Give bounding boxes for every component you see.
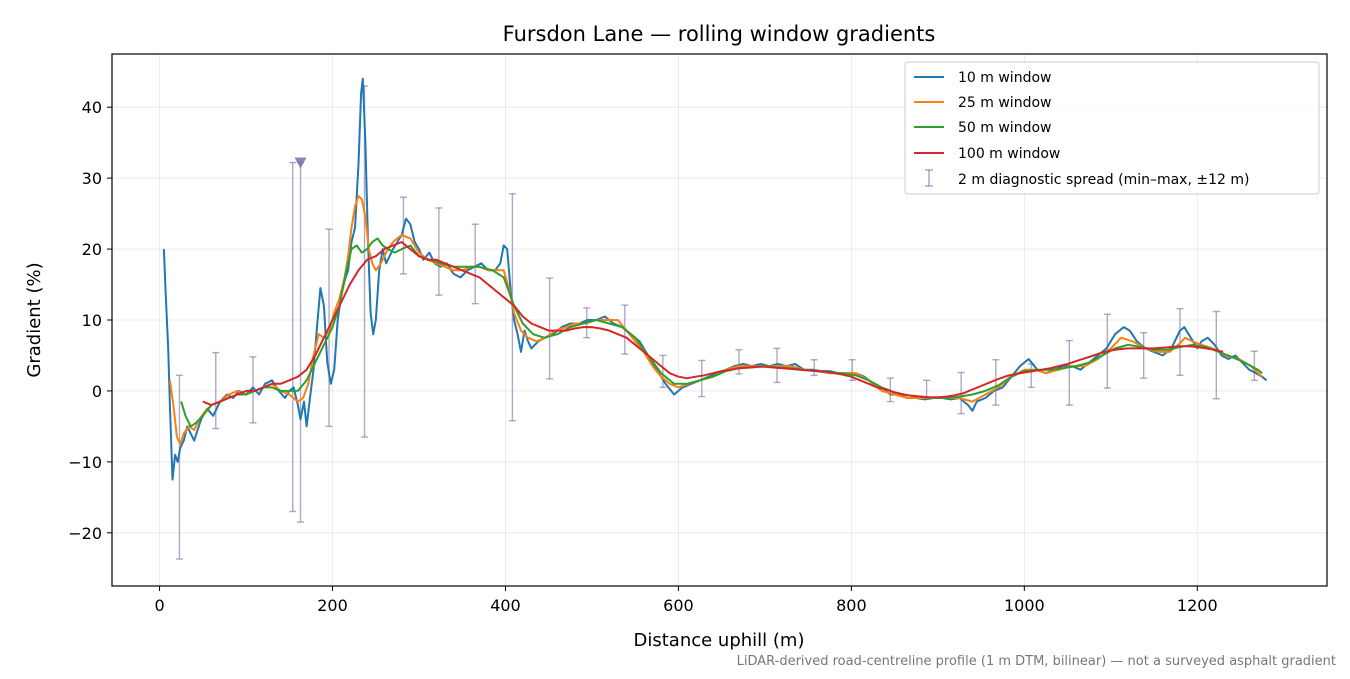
legend-box	[904, 61, 1320, 195]
legend: 10 m window 25 m window 50 m window 100 …	[904, 61, 1320, 195]
capped-spread-marker	[294, 157, 307, 169]
spread-bar	[289, 161, 297, 513]
spread-bar	[735, 349, 743, 375]
footnote: LiDAR-derived road-centreline profile (1…	[737, 654, 1336, 669]
y-tick-label: −20	[68, 524, 102, 543]
spread-bar	[471, 223, 479, 305]
spread-bar	[923, 379, 931, 399]
x-tick-label: 600	[663, 596, 694, 615]
legend-label-spread: 2 m diagnostic spread (min–max, ±12 m)	[958, 172, 1249, 188]
series-line-100m	[202, 241, 1224, 407]
x-tick-label: 800	[836, 596, 867, 615]
y-tick-label: 20	[82, 240, 102, 259]
x-axis-label: Distance uphill (m)	[634, 630, 805, 651]
y-axis-label: Gradient (%)	[24, 262, 45, 377]
x-tick-label: 1200	[1177, 596, 1218, 615]
legend-label-25m: 25 m window	[958, 95, 1051, 111]
series-lines	[162, 77, 1268, 481]
x-tick-label: 200	[317, 596, 348, 615]
spread-bar	[297, 161, 305, 523]
y-tick-label: 0	[92, 382, 102, 401]
series-line-50m	[180, 237, 1263, 428]
spread-bar	[1027, 363, 1035, 389]
x-tick-label: 0	[154, 596, 164, 615]
spread-bar	[1140, 332, 1148, 379]
y-tick-label: 30	[82, 169, 102, 188]
axis-ticks: 0 200 400 600 800 1000 1200 −20 −10 0 10 20 30 40	[68, 98, 1217, 615]
y-tick-label: −10	[68, 453, 102, 472]
spread-bar	[1212, 310, 1220, 400]
legend-label-100m: 100 m window	[958, 146, 1060, 162]
chart-title: Fursdon Lane — rolling window gradients	[503, 22, 936, 46]
spread-bar	[1250, 350, 1258, 381]
spread-bar	[659, 354, 667, 389]
spread-bar	[992, 359, 1000, 406]
y-tick-label: 10	[82, 311, 102, 330]
legend-label-50m: 50 m window	[958, 120, 1051, 136]
legend-swatch-spread	[925, 169, 933, 187]
spread-bar	[1065, 339, 1073, 406]
spread-bar	[249, 356, 257, 424]
legend-label-10m: 10 m window	[958, 70, 1051, 86]
spread-bar	[175, 374, 183, 560]
x-tick-label: 1000	[1004, 596, 1045, 615]
spread-bar	[435, 207, 443, 296]
x-tick-label: 400	[490, 596, 521, 615]
spread-bar	[810, 359, 818, 377]
y-tick-label: 40	[82, 98, 102, 117]
spread-bar	[212, 351, 220, 430]
spread-bar	[546, 277, 554, 380]
